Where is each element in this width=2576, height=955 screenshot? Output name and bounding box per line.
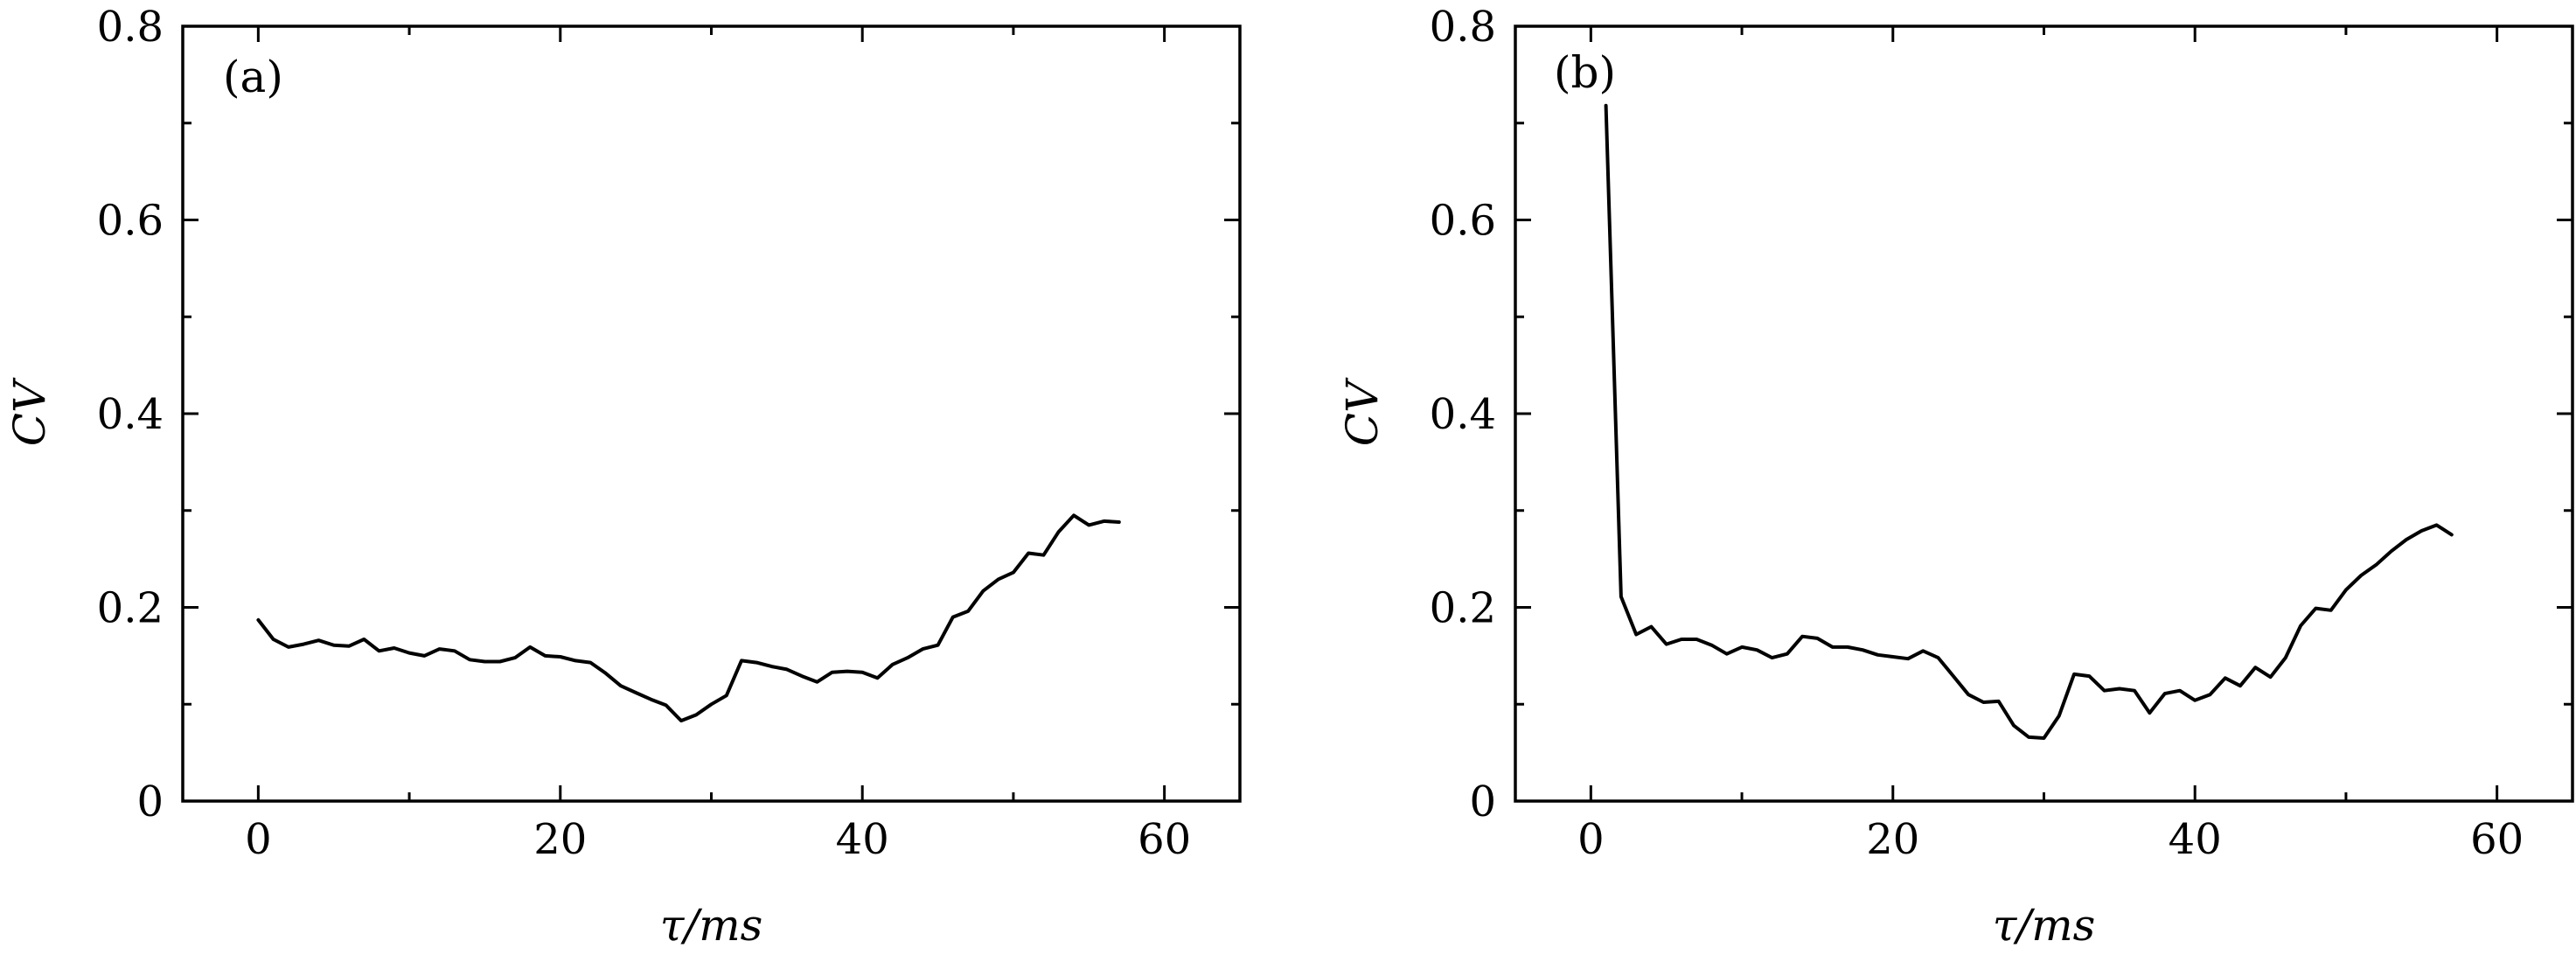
y-tick-label: 0.4: [1430, 390, 1496, 439]
panel-label: (a): [223, 52, 283, 102]
chart-panel-b: 0 20 40 60 0 0.2 0.4 0.6 0.8 τ/ms CV (b): [1337, 3, 2574, 951]
chart-panel-a: 0 20 40 60 0 0.2 0.4 0.6 0.8 τ/ms CV (a): [4, 3, 1242, 951]
x-tick-label: 40: [2169, 815, 2222, 864]
panel-label: (b): [1554, 47, 1616, 98]
series-line-1: [1604, 103, 2454, 740]
x-axis-label: τ/ms: [1993, 900, 2096, 951]
y-tick-label: 0.2: [97, 584, 164, 633]
y-tick-label: 0.2: [1430, 584, 1496, 633]
x-tick-label: 0: [245, 815, 272, 864]
axes-frame: [181, 24, 1242, 803]
x-tick-label: 0: [1577, 815, 1605, 864]
x-tick-label: 20: [533, 815, 587, 864]
y-tick-label: 0.8: [97, 3, 164, 52]
x-tick-label: 40: [836, 815, 889, 864]
y-axis-label: CV: [1337, 377, 1388, 446]
x-tick-label: 60: [2470, 815, 2524, 864]
y-tick-label: 0.4: [97, 390, 164, 439]
y-tick-label: 0.6: [1430, 197, 1496, 246]
y-tick-label: 0: [1469, 777, 1496, 826]
axes-frame: [1514, 24, 2574, 803]
y-tick-label: 0: [136, 777, 164, 826]
x-tick-label: 20: [1866, 815, 1919, 864]
series-line-1: [256, 513, 1121, 723]
y-tick-label: 0.6: [97, 197, 164, 246]
x-axis-label: τ/ms: [660, 900, 763, 951]
y-tick-label: 0.8: [1430, 3, 1496, 52]
x-tick-label: 60: [1138, 815, 1191, 864]
y-axis-label: CV: [4, 377, 55, 446]
